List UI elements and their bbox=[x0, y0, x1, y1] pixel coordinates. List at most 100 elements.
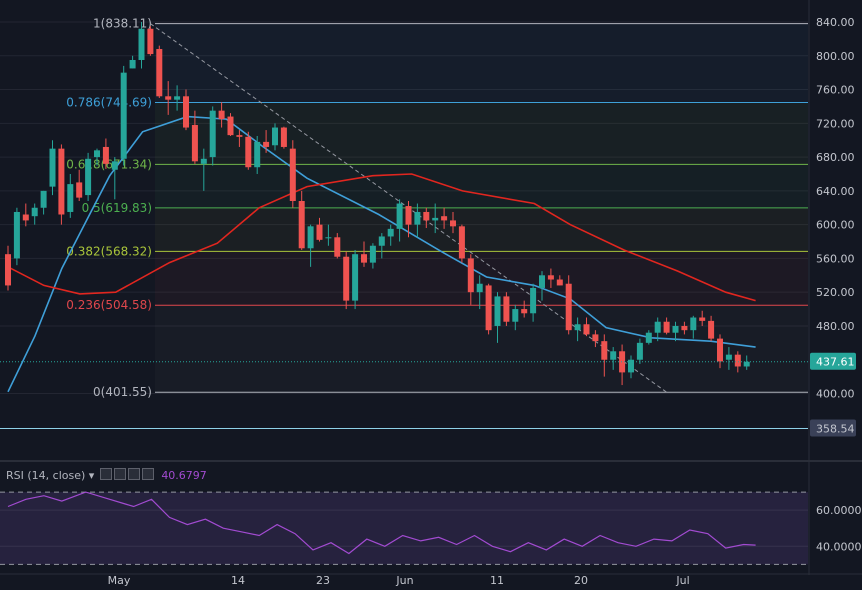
rsi-indicator-label[interactable]: RSI (14, close) bbox=[6, 469, 86, 482]
candle[interactable] bbox=[378, 233, 385, 259]
candle[interactable] bbox=[94, 148, 100, 166]
candle[interactable] bbox=[450, 211, 456, 234]
candle[interactable] bbox=[165, 81, 172, 115]
candle[interactable] bbox=[120, 65, 127, 166]
level-price-tag[interactable] bbox=[810, 419, 856, 437]
candle[interactable] bbox=[565, 275, 572, 335]
candle[interactable] bbox=[361, 241, 367, 267]
candle[interactable] bbox=[628, 355, 634, 379]
candle[interactable] bbox=[298, 190, 305, 250]
more-icon[interactable] bbox=[141, 468, 154, 480]
candlesticks[interactable] bbox=[5, 22, 750, 386]
candle[interactable] bbox=[13, 207, 20, 266]
candle[interactable] bbox=[485, 283, 492, 335]
candle[interactable] bbox=[236, 130, 243, 147]
candle[interactable] bbox=[289, 140, 296, 208]
candle[interactable] bbox=[645, 330, 652, 345]
candle[interactable] bbox=[601, 334, 608, 377]
candle[interactable] bbox=[610, 347, 617, 370]
candle[interactable] bbox=[263, 130, 270, 153]
candle[interactable] bbox=[494, 292, 501, 343]
candle[interactable] bbox=[245, 131, 252, 170]
candle[interactable] bbox=[476, 275, 483, 310]
candle[interactable] bbox=[254, 135, 261, 174]
candle[interactable] bbox=[619, 344, 626, 386]
candle[interactable] bbox=[227, 113, 234, 136]
candle[interactable] bbox=[40, 190, 47, 215]
dropdown-icon[interactable]: ▾ bbox=[88, 469, 95, 482]
candle[interactable] bbox=[183, 89, 189, 131]
candle[interactable] bbox=[530, 283, 537, 322]
candle[interactable] bbox=[334, 233, 341, 259]
candle[interactable] bbox=[209, 106, 216, 166]
rsi-pane[interactable]: 60.0000 40.0000 bbox=[0, 491, 862, 565]
candle[interactable] bbox=[574, 317, 581, 342]
last-price-tag[interactable] bbox=[810, 352, 856, 370]
candle[interactable] bbox=[280, 126, 287, 149]
candle[interactable] bbox=[681, 321, 688, 335]
price-axis[interactable]: 840.00 800.00 760.00 720.00 680.00 640.00 600.… bbox=[0, 16, 856, 437]
candle[interactable] bbox=[583, 317, 590, 337]
candle[interactable] bbox=[405, 200, 412, 238]
candle[interactable] bbox=[307, 224, 314, 267]
candle[interactable] bbox=[218, 102, 225, 128]
date-axis[interactable]: May 14 23 Jun 11 20 Jul bbox=[108, 574, 690, 587]
candle[interactable] bbox=[272, 123, 278, 151]
candle[interactable] bbox=[316, 217, 323, 242]
candle[interactable] bbox=[592, 330, 599, 348]
candle[interactable] bbox=[67, 173, 74, 218]
settings-icon[interactable] bbox=[113, 468, 126, 480]
candle[interactable] bbox=[672, 321, 679, 342]
candle[interactable] bbox=[111, 157, 118, 200]
candle[interactable] bbox=[352, 249, 359, 310]
candle[interactable] bbox=[512, 304, 519, 331]
candle[interactable] bbox=[49, 140, 56, 196]
candle[interactable] bbox=[734, 351, 741, 373]
candle[interactable] bbox=[441, 207, 448, 229]
candle[interactable] bbox=[138, 22, 145, 69]
candle[interactable] bbox=[690, 315, 697, 339]
candle-body bbox=[521, 309, 528, 314]
candle[interactable] bbox=[396, 199, 403, 242]
candle[interactable] bbox=[467, 254, 474, 305]
candle[interactable] bbox=[325, 224, 332, 246]
rsi-legend[interactable]: RSI (14, close) ▾ 40.6797 bbox=[6, 468, 207, 482]
candle[interactable] bbox=[174, 85, 181, 111]
candle[interactable] bbox=[503, 292, 510, 326]
candle[interactable] bbox=[708, 315, 715, 342]
candle[interactable] bbox=[387, 224, 394, 246]
candle[interactable] bbox=[31, 203, 38, 225]
candle[interactable] bbox=[699, 310, 706, 326]
candle[interactable] bbox=[636, 338, 643, 364]
candle[interactable] bbox=[343, 251, 350, 310]
candle[interactable] bbox=[458, 224, 465, 263]
candle[interactable] bbox=[129, 55, 136, 69]
candle[interactable] bbox=[725, 347, 732, 370]
candle[interactable] bbox=[414, 203, 421, 238]
visibility-icon[interactable] bbox=[99, 468, 112, 480]
candle[interactable] bbox=[76, 169, 83, 201]
close-icon[interactable] bbox=[127, 468, 140, 480]
candle[interactable] bbox=[191, 110, 198, 164]
candle[interactable] bbox=[200, 148, 207, 191]
candle[interactable] bbox=[556, 275, 563, 286]
candle[interactable] bbox=[547, 268, 554, 288]
candle[interactable] bbox=[539, 271, 545, 301]
fibonacci-retracement[interactable]: 1(838.11) 0.786(744.69) 0.618(671.34) 0.5(6… bbox=[66, 17, 808, 400]
candle[interactable] bbox=[22, 203, 29, 227]
candle[interactable] bbox=[717, 334, 723, 369]
candle[interactable] bbox=[5, 245, 11, 291]
candle[interactable] bbox=[102, 138, 109, 169]
candle[interactable] bbox=[156, 45, 163, 98]
candle[interactable] bbox=[743, 355, 750, 370]
candle[interactable] bbox=[423, 207, 430, 229]
candle[interactable] bbox=[369, 243, 376, 269]
candle[interactable] bbox=[654, 317, 661, 342]
candle[interactable] bbox=[58, 144, 65, 225]
candle[interactable] bbox=[85, 152, 92, 201]
candle[interactable] bbox=[521, 300, 528, 318]
candle[interactable] bbox=[147, 26, 154, 56]
candle[interactable] bbox=[663, 317, 670, 335]
candle[interactable] bbox=[432, 203, 439, 234]
